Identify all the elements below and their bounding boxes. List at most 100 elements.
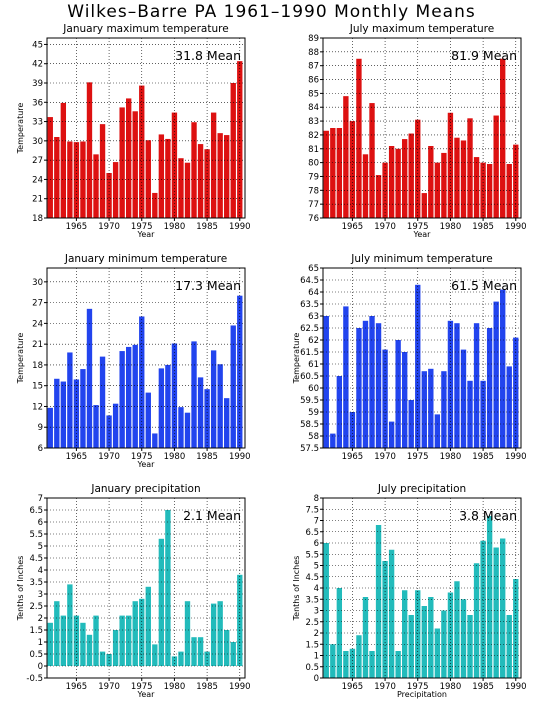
jan-precip-chart: January precipitation -0.5 0 0.5 1 1.5 2 2.5 3 3.… [16, 483, 251, 699]
mean-label: 31.8 Mean [175, 48, 241, 63]
bar [493, 301, 499, 448]
bar [47, 407, 53, 448]
mean-label: 17.3 Mean [175, 278, 241, 293]
bar [178, 651, 184, 666]
x-tick-label: 1970 [374, 222, 396, 232]
mean-label: 81.9 Mean [451, 48, 517, 63]
x-tick-label: 1990 [505, 682, 527, 692]
x-tick-label: 1975 [131, 222, 153, 232]
y-tick-label: 61.5 [300, 348, 319, 358]
bar [178, 158, 184, 218]
bar [112, 630, 119, 666]
page-title: Wilkes–Barre PA 1961–1990 Monthly Means [67, 2, 476, 22]
y-tick-label: 45 [32, 40, 43, 50]
y-tick-label: 6.5 [29, 506, 43, 516]
y-tick-label: 39 [32, 79, 43, 89]
bar [349, 121, 356, 218]
x-tick-label: 1980 [440, 222, 462, 232]
bar [428, 597, 434, 678]
bar [86, 634, 93, 666]
y-tick-label: 82 [308, 131, 319, 141]
bar [408, 133, 414, 218]
chart-title: July maximum temperature [349, 23, 494, 35]
x-tick-label: 1965 [342, 222, 364, 232]
bar [402, 139, 408, 218]
bar [86, 308, 93, 448]
bar [441, 152, 447, 218]
bar [237, 574, 243, 666]
bar [112, 162, 119, 218]
y-tick-label: 88 [308, 48, 319, 58]
bar [119, 351, 125, 448]
bar [47, 117, 53, 218]
bar [369, 651, 375, 678]
bar [473, 323, 480, 448]
bar [47, 622, 53, 666]
bar [454, 323, 460, 448]
y-tick-label: 12 [32, 402, 43, 412]
jul-min-chart: July minimum temperature 57.5 58 58.5 59 59.5… [292, 253, 527, 462]
y-tick-label: 6 [38, 518, 43, 528]
x-tick-label: 1970 [98, 222, 120, 232]
y-tick-label: 58 [308, 432, 319, 442]
y-tick-label: 36 [32, 98, 43, 108]
y-tick-label: 89 [308, 34, 319, 44]
bar [73, 379, 80, 448]
y-tick-label: 4 [38, 566, 43, 576]
bar [145, 392, 151, 448]
bar [99, 124, 106, 218]
y-tick-label: 4.5 [305, 573, 319, 583]
bar [132, 111, 138, 218]
bar [184, 412, 191, 448]
bar [152, 192, 158, 218]
bar [67, 584, 73, 666]
bar [356, 58, 362, 219]
y-tick-label: 64.5 [300, 276, 319, 286]
y-tick-label: 59 [308, 408, 319, 418]
x-tick-label: 1980 [440, 682, 462, 692]
bar [184, 601, 191, 666]
chart-title: January precipitation [90, 483, 200, 495]
bar [80, 141, 86, 218]
bar [388, 421, 395, 448]
bar [428, 368, 434, 448]
y-tick-label: 7 [314, 517, 319, 527]
bar [473, 157, 480, 218]
bar [454, 137, 460, 218]
y-tick-label: 4 [314, 584, 319, 594]
y-tick-label: 18 [32, 361, 43, 371]
bar [336, 128, 343, 218]
bar [67, 141, 73, 218]
y-tick-label: -0.5 [26, 674, 43, 684]
x-tick-label: 1965 [66, 222, 88, 232]
bar [217, 601, 223, 666]
y-tick-label: 76 [308, 214, 319, 224]
bar [93, 154, 99, 218]
bar [93, 615, 99, 666]
x-tick-label: 1965 [342, 452, 364, 462]
bar [106, 415, 112, 448]
x-tick-label: 1990 [229, 222, 251, 232]
bar [60, 102, 67, 218]
bar [395, 651, 401, 678]
y-tick-label: 27 [32, 156, 43, 166]
chart-title: July precipitation [377, 483, 466, 495]
x-tick-label: 1970 [374, 452, 396, 462]
bar [132, 601, 138, 666]
bar [145, 586, 151, 666]
mean-label: 61.5 Mean [451, 278, 517, 293]
x-tick-label: 1985 [472, 222, 494, 232]
bar [139, 85, 145, 218]
y-axis-label: Temperature [292, 333, 301, 385]
y-axis-label: Temperature [16, 333, 25, 385]
bar [191, 637, 197, 666]
bar [486, 328, 493, 448]
y-tick-label: 87 [308, 62, 319, 72]
bar [388, 146, 395, 218]
bar [210, 350, 217, 448]
y-tick-label: 2.5 [305, 618, 319, 628]
bar [454, 581, 460, 678]
bar [165, 510, 171, 666]
bar [395, 340, 401, 448]
y-tick-label: 3 [314, 607, 319, 617]
